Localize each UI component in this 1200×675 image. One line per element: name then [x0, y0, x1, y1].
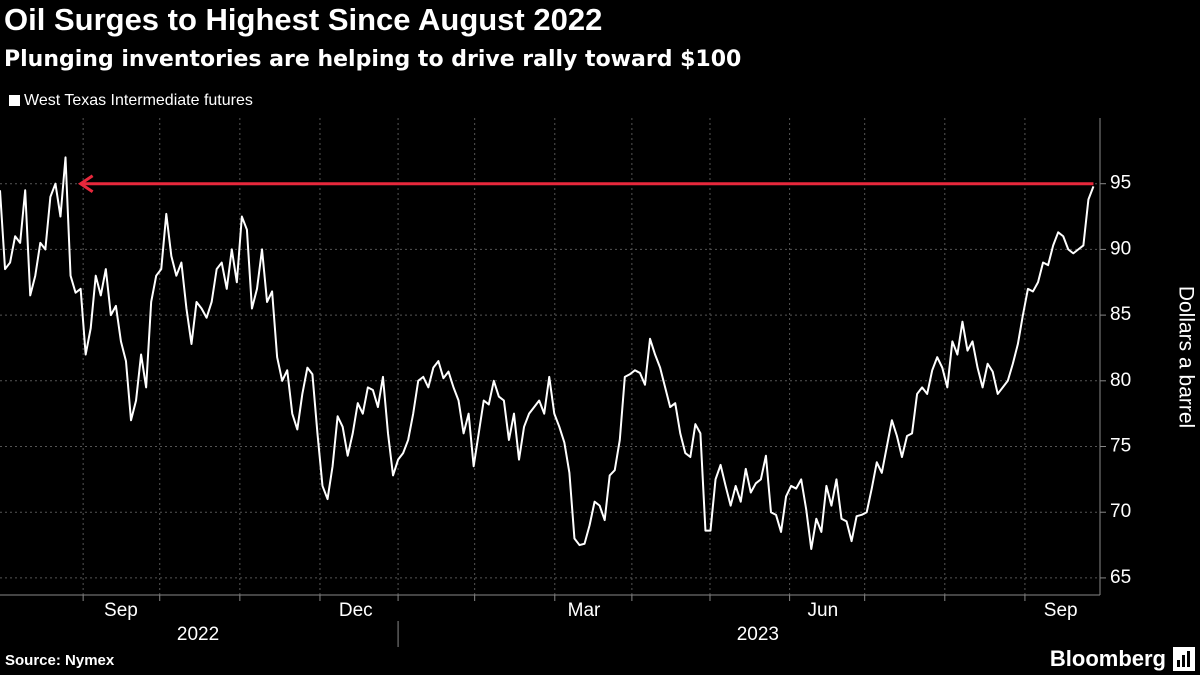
- year-label: 2023: [737, 624, 779, 645]
- chart-subtitle: Plunging inventories are helping to driv…: [4, 47, 741, 72]
- chart-title: Oil Surges to Highest Since August 2022: [4, 2, 602, 37]
- x-tick-label: Sep: [104, 600, 138, 621]
- legend-label: West Texas Intermediate futures: [24, 92, 253, 109]
- y-tick-label: 70: [1110, 501, 1131, 522]
- source: Source: Nymex: [5, 652, 115, 669]
- brand-icon: [1173, 647, 1195, 671]
- y-tick-label: 90: [1110, 238, 1131, 259]
- y-tick-label: 75: [1110, 436, 1131, 457]
- y-tick-label: 65: [1110, 567, 1131, 588]
- x-tick-label: Sep: [1044, 600, 1078, 621]
- x-tick-label: Jun: [808, 600, 839, 621]
- y-tick-label: 80: [1110, 370, 1131, 391]
- y-tick-label: 95: [1110, 173, 1131, 194]
- year-label: 2022: [177, 624, 219, 645]
- y-tick-label: 85: [1110, 304, 1131, 325]
- legend-swatch: [9, 95, 20, 106]
- x-tick-label: Mar: [568, 600, 601, 621]
- y-axis-label: Dollars a barrel: [1174, 286, 1197, 428]
- reference-arrowhead: [77, 174, 94, 193]
- line: [0, 156, 1095, 551]
- x-tick-label: Dec: [339, 600, 373, 621]
- brand: Bloomberg: [1050, 646, 1166, 671]
